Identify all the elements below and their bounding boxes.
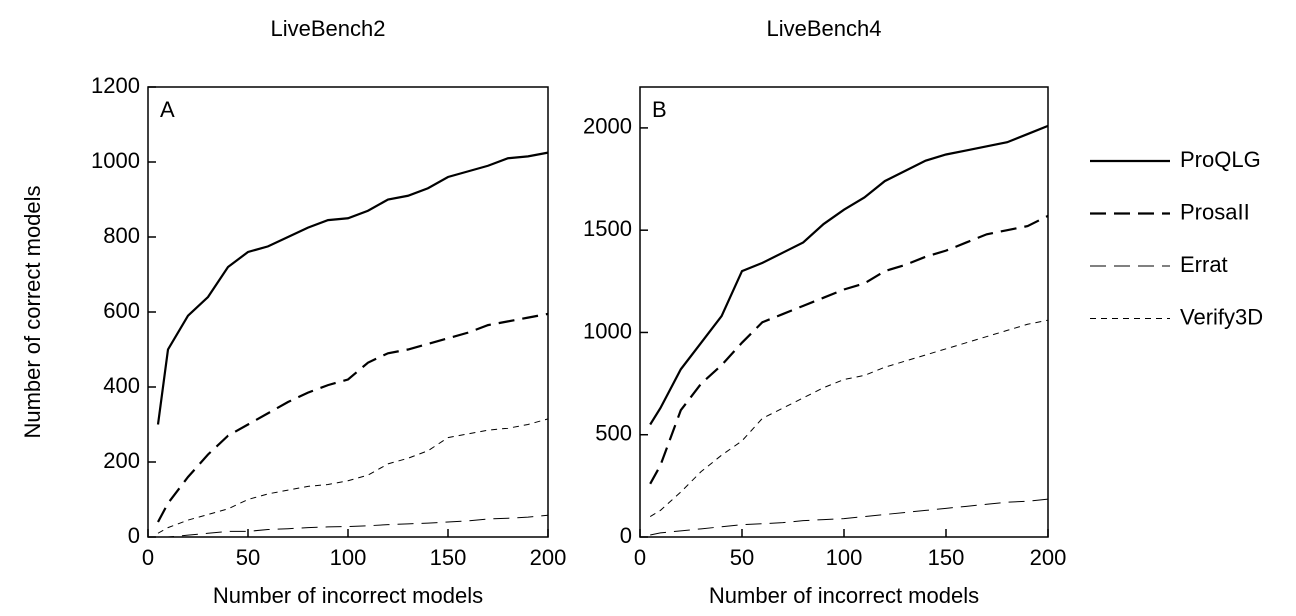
x-tick-label: 0	[634, 545, 646, 570]
x-tick-label: 0	[142, 545, 154, 570]
panel-label: A	[160, 97, 175, 122]
chart-title: LiveBench2	[271, 16, 386, 41]
y-tick-label: 0	[620, 523, 632, 548]
legend-label: ProQLG	[1180, 147, 1261, 172]
y-tick-label: 2000	[583, 114, 632, 139]
panel-label: B	[652, 97, 667, 122]
chart-title: LiveBench4	[767, 16, 882, 41]
x-axis-label: Number of incorrect models	[213, 583, 483, 608]
y-axis-label: Number of correct models	[20, 185, 45, 438]
y-tick-label: 1000	[583, 318, 632, 343]
x-tick-label: 50	[236, 545, 260, 570]
y-tick-label: 0	[128, 523, 140, 548]
y-tick-label: 1500	[583, 216, 632, 241]
plot-frame	[639, 86, 1049, 538]
y-tick-label: 600	[103, 298, 140, 323]
y-tick-label: 400	[103, 373, 140, 398]
legend-label: ProsaII	[1180, 199, 1250, 224]
series-line	[156, 151, 549, 425]
x-tick-label: 50	[730, 545, 754, 570]
series-line	[649, 319, 1049, 517]
x-tick-label: 100	[330, 545, 367, 570]
series-line	[649, 124, 1049, 426]
plot-frame	[147, 86, 549, 538]
x-tick-label: 100	[826, 545, 863, 570]
x-tick-label: 150	[928, 545, 965, 570]
x-tick-label: 150	[430, 545, 467, 570]
series-line	[157, 312, 549, 523]
series-line	[157, 418, 549, 534]
y-tick-label: 1200	[91, 73, 140, 98]
legend-label: Errat	[1180, 252, 1228, 277]
series-line	[650, 498, 1049, 536]
legend-label: Verify3D	[1180, 304, 1263, 329]
y-tick-label: 1000	[91, 148, 140, 173]
y-tick-label: 800	[103, 223, 140, 248]
y-tick-label: 200	[103, 448, 140, 473]
series-line	[649, 214, 1049, 485]
x-tick-label: 200	[1030, 545, 1067, 570]
x-tick-label: 200	[530, 545, 567, 570]
x-axis-label: Number of incorrect models	[709, 583, 979, 608]
y-tick-label: 500	[595, 421, 632, 446]
series-line	[158, 514, 549, 538]
